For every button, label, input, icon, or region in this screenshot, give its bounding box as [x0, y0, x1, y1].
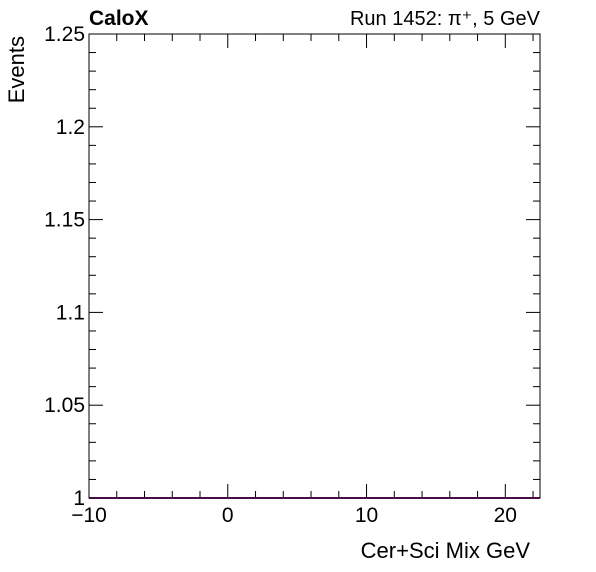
- y-axis-title: Events: [4, 36, 29, 103]
- plot-frame: [88, 33, 541, 499]
- run-info-label: Run 1452: π⁺, 5 GeV: [350, 8, 541, 30]
- tick-marks: [88, 33, 540, 499]
- x-tick-label: 10: [355, 504, 378, 527]
- experiment-label: CaloX: [89, 7, 149, 30]
- x-tick-labels: −10 0 10 20: [71, 504, 517, 527]
- y-tick-label: 1.1: [56, 301, 85, 324]
- x-tick-label: 0: [222, 504, 234, 527]
- y-tick-label: 1: [73, 487, 85, 510]
- y-tick-labels: 1 1.05 1.1 1.15 1.2 1.25: [44, 23, 85, 510]
- x-tick-label: 20: [494, 504, 517, 527]
- y-tick-label: 1.15: [44, 209, 85, 232]
- y-tick-label: 1.2: [56, 116, 85, 139]
- x-tick-label: −10: [71, 504, 107, 527]
- y-tick-label: 1.05: [44, 394, 85, 417]
- x-axis-title: Cer+Sci Mix GeV: [361, 538, 531, 563]
- y-tick-label: 1.25: [44, 23, 85, 46]
